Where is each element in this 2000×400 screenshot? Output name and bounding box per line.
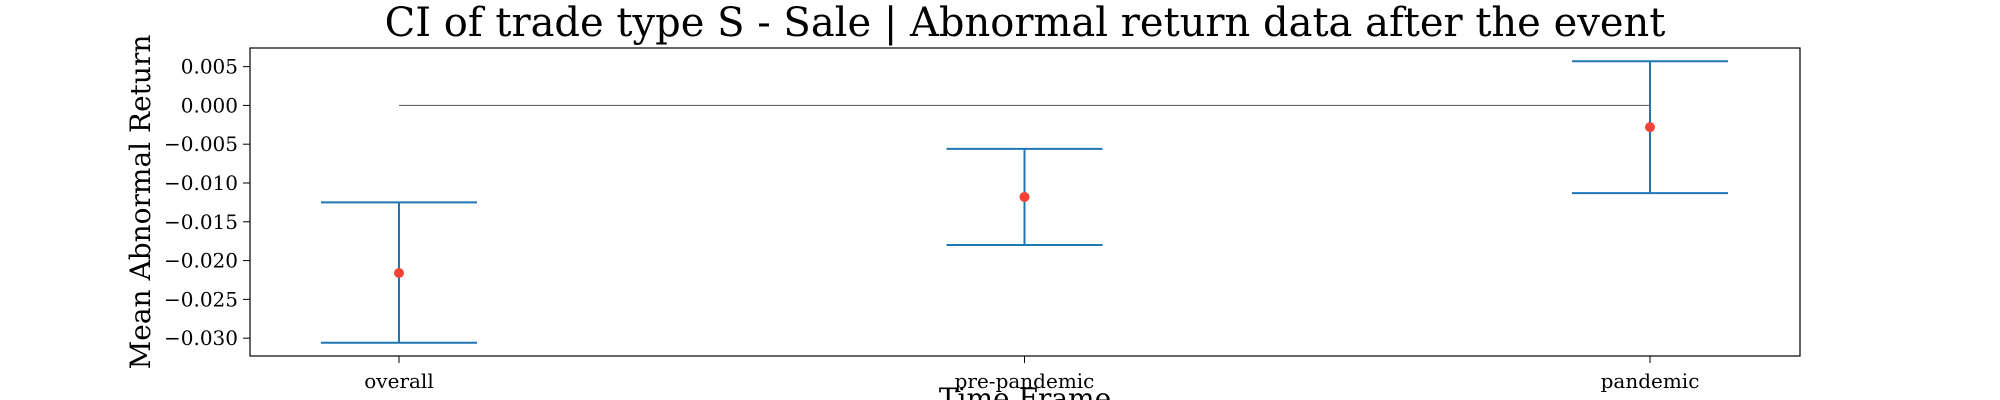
x-axis-label: Time Frame (939, 382, 1111, 400)
y-tick-label: −0.030 (164, 326, 238, 350)
mean-point (394, 267, 404, 278)
x-tick-label: pandemic (1601, 369, 1700, 393)
y-axis-label: Mean Abnormal Return (124, 35, 157, 370)
y-tick-label: 0.005 (181, 55, 238, 79)
x-tick-label: overall (364, 369, 433, 393)
x-ticks: overall pre-pandemic pandemic (364, 356, 1699, 393)
chart-title: CI of trade type S - Sale | Abnormal ret… (385, 0, 1666, 46)
y-ticks: 0.005 0.000 −0.005 −0.010 −0.015 −0.020 −0.025… (164, 55, 250, 350)
mean-point (1019, 191, 1030, 202)
y-tick-label: −0.025 (164, 287, 238, 311)
y-tick-label: 0.000 (181, 93, 238, 117)
y-tick-label: −0.010 (164, 171, 238, 195)
error-bars (321, 60, 1728, 344)
y-tick-label: −0.020 (164, 249, 238, 273)
mean-point (1645, 122, 1655, 133)
y-tick-label: −0.005 (164, 132, 238, 156)
x-tick-label: pre-pandemic (955, 369, 1095, 393)
y-tick-label: −0.015 (164, 210, 238, 234)
